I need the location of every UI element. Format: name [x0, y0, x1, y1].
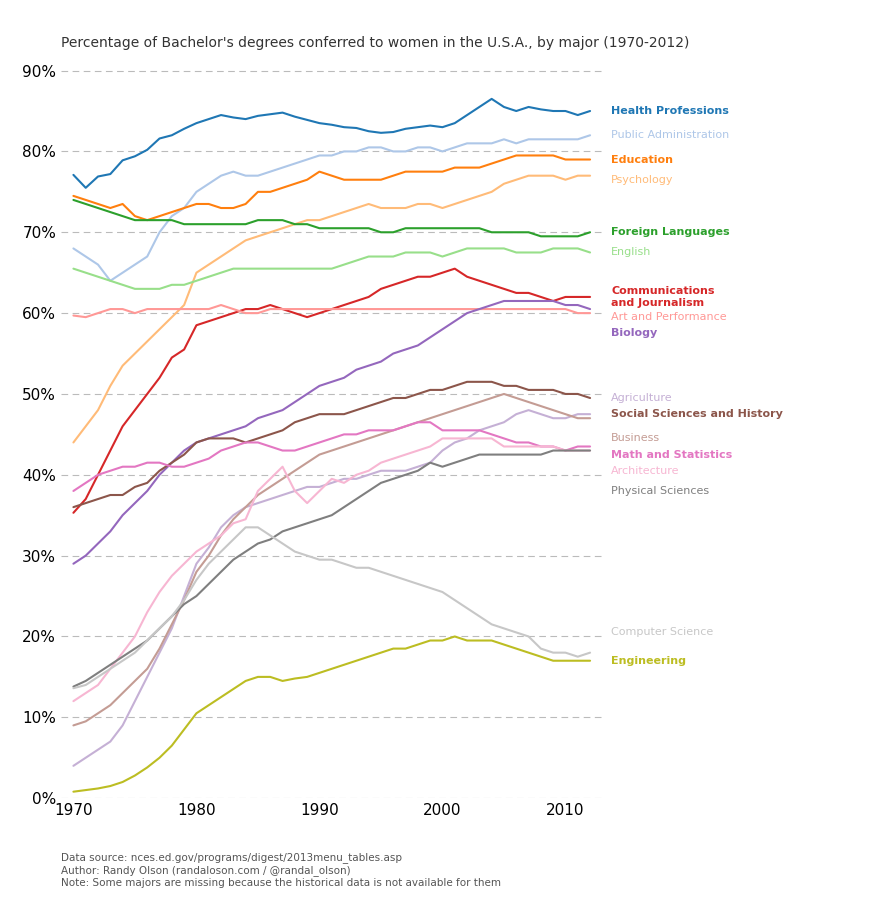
Text: Biology: Biology [611, 328, 657, 338]
Text: Art and Performance: Art and Performance [611, 312, 726, 322]
Text: Computer Science: Computer Science [611, 628, 713, 638]
Text: Health Professions: Health Professions [611, 106, 729, 116]
Text: Social Sciences and History: Social Sciences and History [611, 409, 783, 419]
Text: Percentage of Bachelor's degrees conferred to women in the U.S.A., by major (197: Percentage of Bachelor's degrees conferr… [61, 36, 690, 50]
Text: Physical Sciences: Physical Sciences [611, 486, 709, 496]
Text: Engineering: Engineering [611, 656, 686, 666]
Text: Math and Statistics: Math and Statistics [611, 450, 732, 460]
Text: Data source: nces.ed.gov/programs/digest/2013menu_tables.asp
Author: Randy Olson: Data source: nces.ed.gov/programs/digest… [61, 853, 501, 888]
Text: English: English [611, 248, 651, 258]
Text: Agriculture: Agriculture [611, 393, 673, 403]
Text: Communications
and Journalism: Communications and Journalism [611, 286, 715, 307]
Text: Public Administration: Public Administration [611, 131, 729, 141]
Text: Architecture: Architecture [611, 466, 679, 476]
Text: Education: Education [611, 154, 673, 164]
Text: Business: Business [611, 434, 660, 444]
Text: Psychology: Psychology [611, 175, 674, 185]
Text: Foreign Languages: Foreign Languages [611, 228, 730, 238]
